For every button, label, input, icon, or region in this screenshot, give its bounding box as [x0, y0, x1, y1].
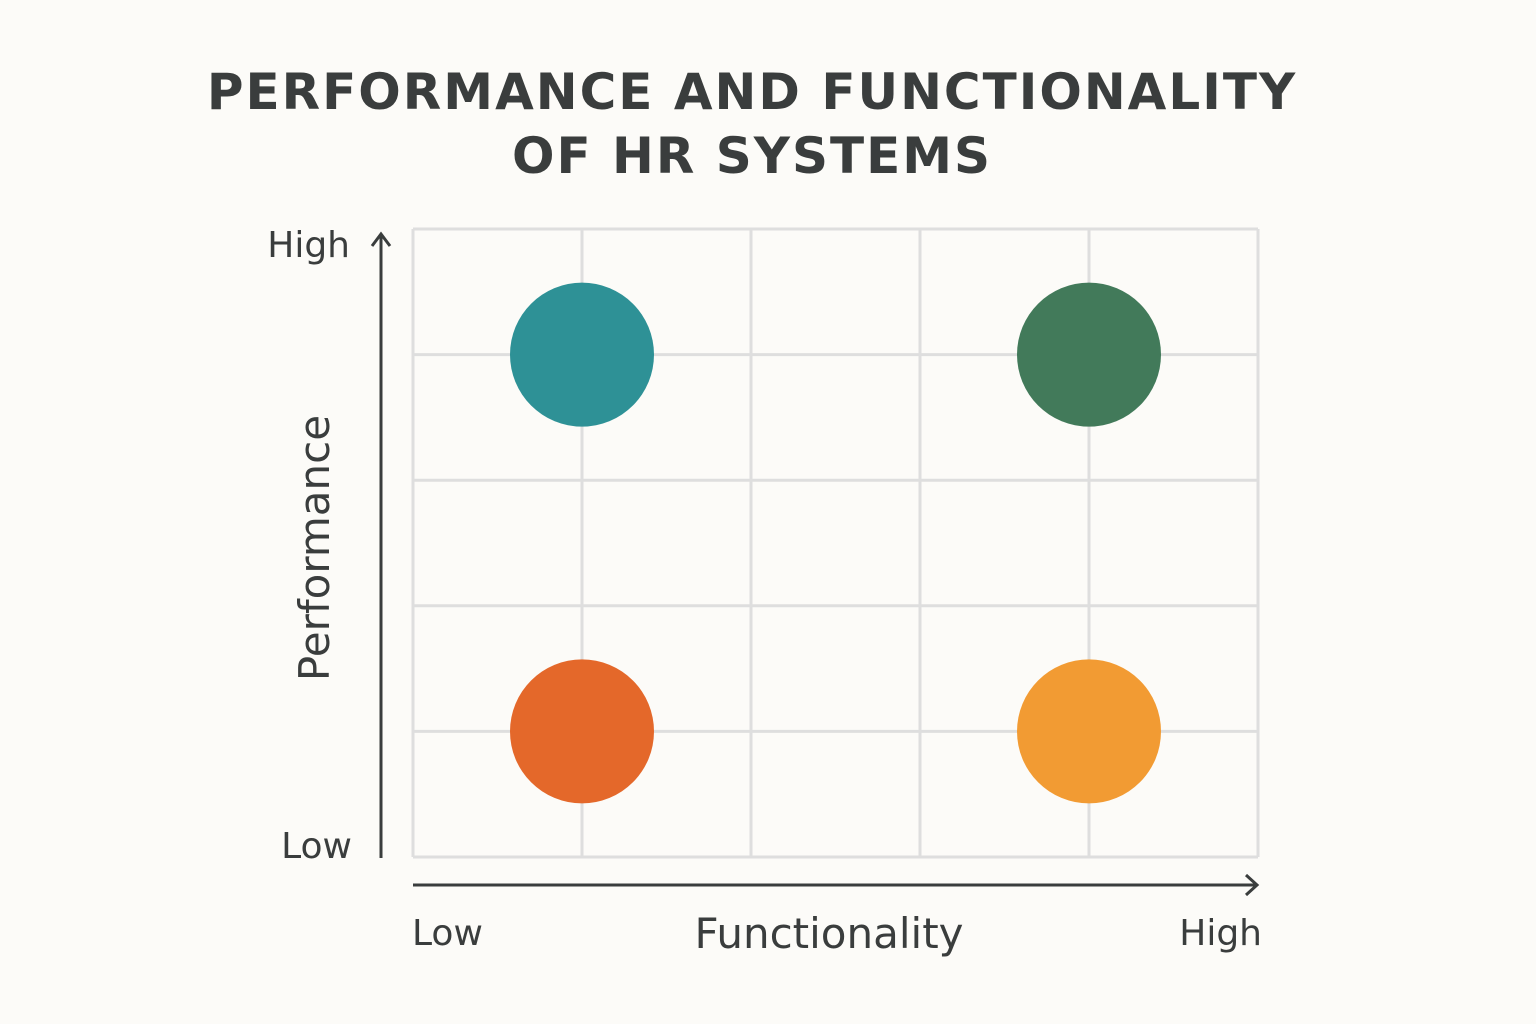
chart-title-line-1: PERFORMANCE AND FUNCTIONALITY — [206, 63, 1298, 121]
x-axis-arrow-icon — [1244, 873, 1260, 897]
data-point — [1017, 659, 1161, 804]
data-point — [510, 282, 654, 427]
y-tick-high: High — [267, 225, 350, 266]
x-tick-low: Low — [412, 913, 483, 954]
chart-title-line-2: OF HR SYSTEMS — [511, 127, 993, 185]
chart-title: PERFORMANCE AND FUNCTIONALITY OF HR SYST… — [0, 60, 1504, 188]
x-axis-title: Functionality — [694, 909, 963, 958]
data-points — [510, 282, 1161, 804]
data-point — [1017, 282, 1161, 427]
y-axis-arrow-icon — [370, 231, 392, 247]
data-point — [510, 659, 654, 804]
x-tick-high: High — [1179, 913, 1262, 954]
y-axis-title: Performance — [290, 415, 339, 681]
y-tick-low: Low — [281, 826, 352, 867]
